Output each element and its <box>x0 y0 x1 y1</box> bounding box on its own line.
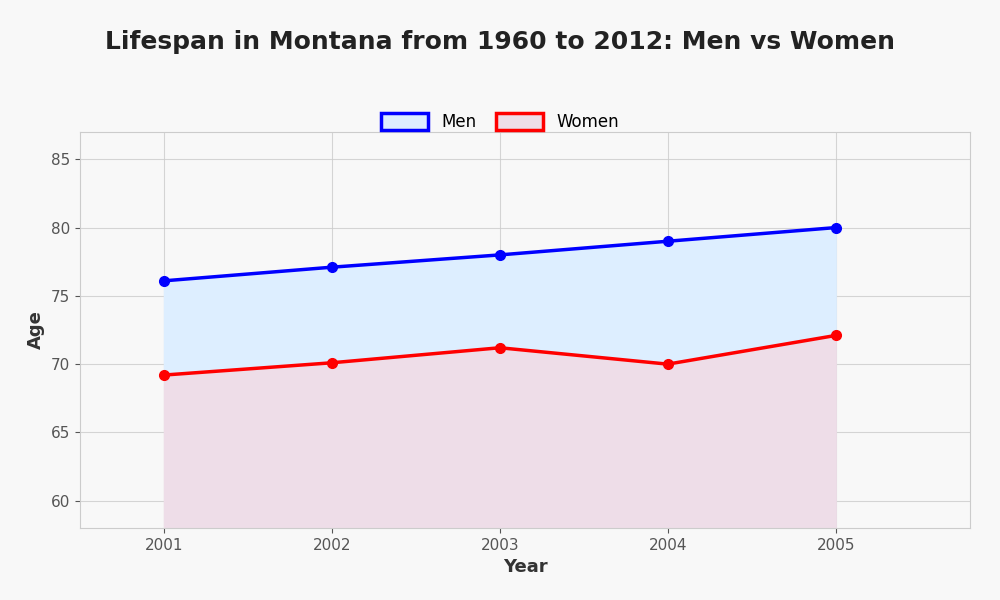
Y-axis label: Age: Age <box>27 311 45 349</box>
Legend: Men, Women: Men, Women <box>373 104 627 139</box>
X-axis label: Year: Year <box>503 558 547 576</box>
Text: Lifespan in Montana from 1960 to 2012: Men vs Women: Lifespan in Montana from 1960 to 2012: M… <box>105 30 895 54</box>
